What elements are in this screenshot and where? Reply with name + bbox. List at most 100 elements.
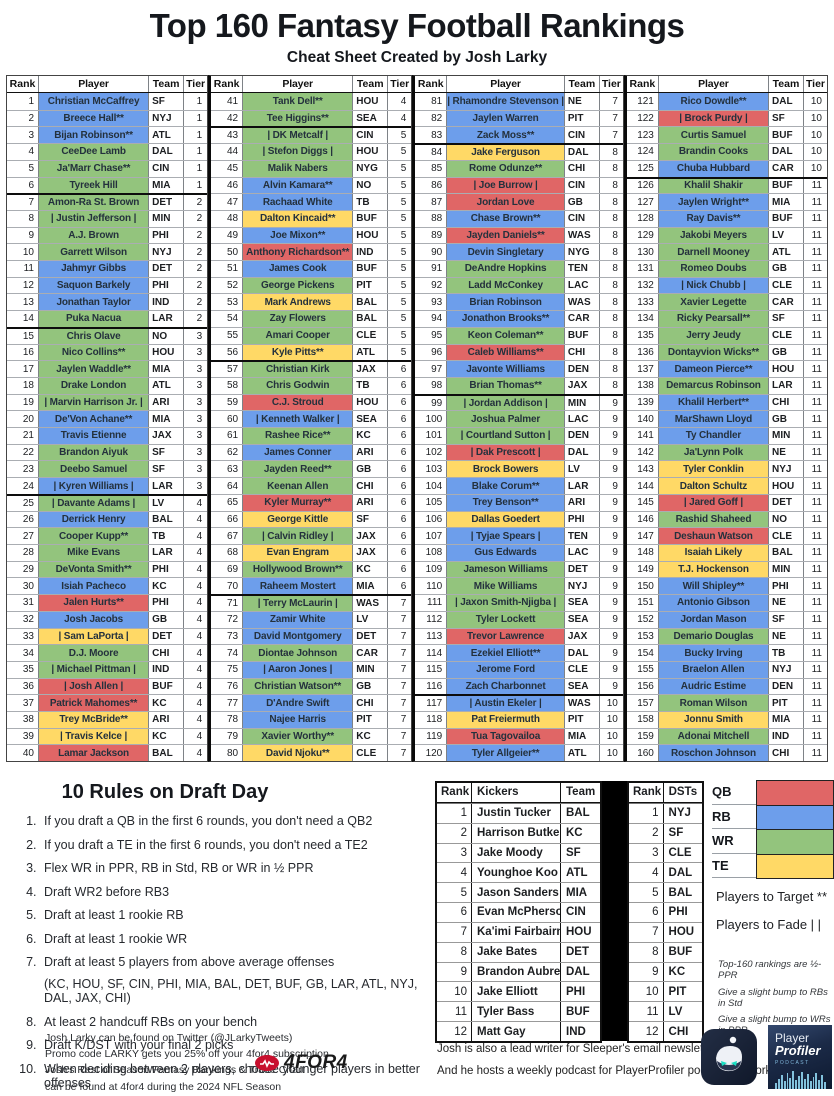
table-row: 149 T.J. Hockenson MIN 11 [626,560,827,578]
player-cell: George Pickens [242,277,353,294]
rank-cell: 8 [28,213,34,225]
tier-cell: 11 [803,494,827,511]
rank-cell: 153 [637,630,654,642]
player-cell: Dontayvion Wicks** [657,344,768,361]
rank-cell: 12 [454,1025,467,1038]
tier-cell: 3 [183,328,207,344]
rank-cell: 79 [227,731,239,743]
player-cell: DeAndre Hopkins [446,261,564,277]
tier-cell: 11 [803,178,827,194]
dst-team-cell: BAL [662,883,702,903]
rank-cell: 46 [227,179,239,191]
rank-cell: 141 [637,430,654,442]
tier-cell: 6 [387,478,411,494]
table-row: 45 Malik Nabers NYG 5 [211,159,412,177]
rank-header: Rank [441,786,470,799]
table-row: 56 Kyle Pitts** ATL 5 [211,343,412,361]
player-cell: | Austin Ekeler | [446,696,564,712]
tier-cell: 11 [803,411,827,428]
player-cell: Lamar Jackson [38,745,149,762]
team-cell: DEN [563,428,599,444]
player-cell: Demario Douglas [657,628,768,645]
player-cell: Jalen Hurts** [38,595,149,611]
table-row: 25 | Davante Adams | LV 4 [7,493,208,511]
rank-cell: 143 [637,463,654,475]
player-cell: Tyler Allgeier** [446,745,564,762]
team-cell: CLE [352,327,387,344]
waveform-bar [777,1079,780,1089]
table-row: 84 Jake Ferguson DAL 8 [415,143,623,160]
tier-cell: 8 [598,177,623,194]
tier-cell: 11 [803,244,827,261]
tier-cell: 7 [387,728,411,745]
tier-cell: 1 [183,93,207,110]
playerprofiler-word-player: Player [775,1031,810,1045]
tier-cell: 9 [598,595,623,611]
tier-cell: 6 [387,578,411,595]
player-cell: Rome Odunze** [446,160,564,177]
player-cell: Braelon Allen [657,661,768,678]
team-cell: PHI [148,561,183,578]
table-row: 131 Romeo Doubs GB 11 [626,260,827,277]
tier-cell: 4 [183,628,207,645]
rank-cell: 98 [431,380,443,392]
tier-cell: 7 [387,712,411,728]
tier-cell: 7 [387,678,411,695]
team-cell: KC [148,695,183,712]
rank-cell: 7 [652,926,659,939]
tier-cell: 8 [598,277,623,294]
table-row: 96 Caleb Williams** CHI 8 [415,343,623,361]
team-cell: TB [768,645,803,661]
table-row: 86 | Joe Burrow | CIN 8 [415,176,623,194]
waveform-bar [792,1071,795,1089]
player-cell: Zach Charbonnet [446,678,564,695]
rank-cell: 4 [460,866,467,879]
player-cell: Keenan Allen [242,478,353,494]
tier-cell: 11 [803,511,827,528]
player-cell: Jahmyr Gibbs [38,261,149,277]
player-cell: Alvin Kamara** [242,177,353,194]
table-row: 42 Tee Higgins** SEA 4 [211,109,412,127]
player-cell: Gus Edwards [446,544,564,561]
team-cell: PHI [560,982,600,1002]
dst-team-cell: PIT [662,982,702,1002]
rank-cell: 94 [431,313,443,325]
table-row: 16 Nico Collins** HOU 3 [7,343,208,361]
rank-cell: 1 [460,807,467,820]
tier-cell: 4 [183,511,207,528]
player-cell: | Davante Adams | [38,495,149,511]
page-subtitle: Cheat Sheet Created by Josh Larky [286,49,548,66]
team-cell: SF [148,444,183,461]
tier-cell: 8 [598,210,623,227]
team-header: Team [352,76,387,92]
rank-cell: 45 [227,163,239,175]
team-cell: PIT [563,712,599,728]
rank-cell: 88 [431,213,443,225]
table-row: 73 David Montgomery DET 7 [211,627,412,645]
team-cell: ARI [352,444,387,461]
team-cell: SF [148,461,183,478]
tier-cell: 9 [598,528,623,544]
table-row: 143 Tyler Conklin NYJ 11 [626,460,827,478]
table-row: 77 D'Andre Swift CHI 7 [211,694,412,712]
team-cell: SEA [563,611,599,628]
team-cell: MIN [768,561,803,578]
tier-cell: 10 [598,712,623,728]
tier-cell: 6 [387,494,411,511]
table-row: 98 Brian Thomas** JAX 8 [415,376,623,394]
page-title: Top 160 Fantasy Football Rankings [149,7,685,44]
team-cell: HOU [352,227,387,244]
dst-row: 1 NYJ [629,802,702,823]
draft-rule-item: If you draft a TE in the first 6 rounds,… [40,838,435,852]
team-cell: ARI [148,394,183,411]
player-cell: Trey McBride** [38,712,149,728]
table-row: 158 Jonnu Smith MIA 11 [626,711,827,728]
player-cell: Diontae Johnson [242,645,353,661]
team-cell: KC [148,728,183,745]
draft-rules-list: If you draft a QB in the first 6 rounds,… [10,814,435,1090]
player-cell: Joe Mixon** [242,227,353,244]
tier-cell: 3 [183,377,207,394]
rank-cell: 61 [227,430,239,442]
team-cell: IND [560,1022,600,1041]
player-cell: | Aaron Jones | [242,661,353,678]
